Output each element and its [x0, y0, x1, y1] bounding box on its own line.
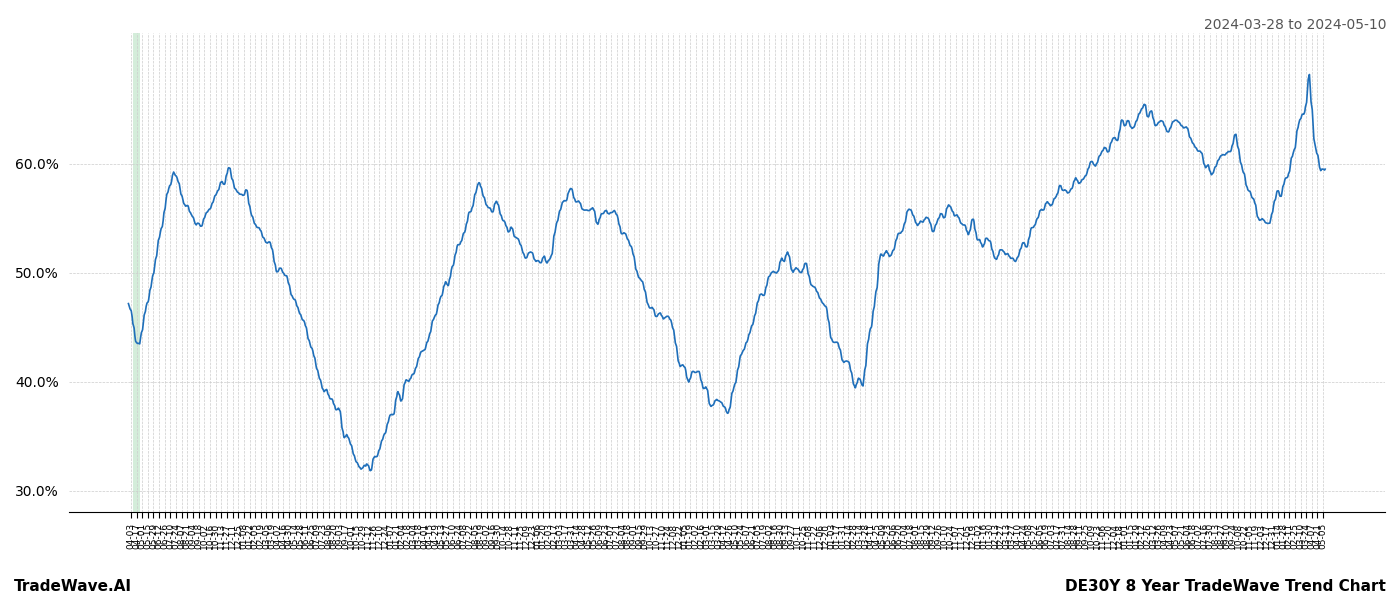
Bar — [133, 33, 140, 512]
Text: DE30Y 8 Year TradeWave Trend Chart: DE30Y 8 Year TradeWave Trend Chart — [1065, 579, 1386, 594]
Text: 2024-03-28 to 2024-05-10: 2024-03-28 to 2024-05-10 — [1204, 18, 1386, 32]
Text: TradeWave.AI: TradeWave.AI — [14, 579, 132, 594]
